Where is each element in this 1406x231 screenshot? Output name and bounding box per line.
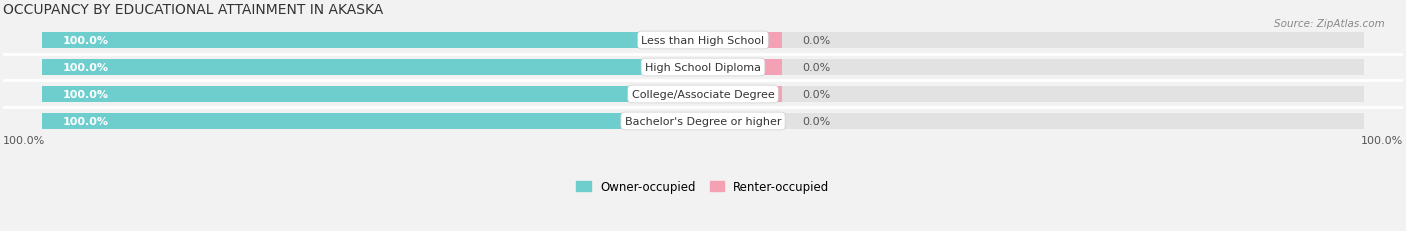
Bar [703, 114, 782, 129]
Bar [42, 87, 1364, 102]
Bar [42, 87, 703, 102]
Text: 0.0%: 0.0% [801, 116, 831, 126]
Text: High School Diploma: High School Diploma [645, 63, 761, 73]
Bar [42, 33, 703, 49]
Text: 100.0%: 100.0% [62, 63, 108, 73]
Text: 100.0%: 100.0% [62, 90, 108, 100]
Bar [703, 87, 782, 102]
Bar [42, 60, 1364, 76]
Text: 100.0%: 100.0% [1361, 136, 1403, 146]
Text: 100.0%: 100.0% [62, 36, 108, 46]
Legend: Owner-occupied, Renter-occupied: Owner-occupied, Renter-occupied [572, 176, 834, 198]
Text: OCCUPANCY BY EDUCATIONAL ATTAINMENT IN AKASKA: OCCUPANCY BY EDUCATIONAL ATTAINMENT IN A… [3, 3, 382, 17]
Bar [42, 114, 703, 129]
Bar [42, 60, 703, 76]
Text: 0.0%: 0.0% [801, 36, 831, 46]
Bar [42, 33, 1364, 49]
Bar [703, 33, 782, 49]
Text: Source: ZipAtlas.com: Source: ZipAtlas.com [1274, 18, 1385, 28]
Text: 100.0%: 100.0% [62, 116, 108, 126]
Text: Less than High School: Less than High School [641, 36, 765, 46]
Text: 100.0%: 100.0% [3, 136, 45, 146]
Text: 0.0%: 0.0% [801, 63, 831, 73]
Bar [703, 60, 782, 76]
Text: College/Associate Degree: College/Associate Degree [631, 90, 775, 100]
Text: Bachelor's Degree or higher: Bachelor's Degree or higher [624, 116, 782, 126]
Text: 0.0%: 0.0% [801, 90, 831, 100]
Bar [42, 114, 1364, 129]
